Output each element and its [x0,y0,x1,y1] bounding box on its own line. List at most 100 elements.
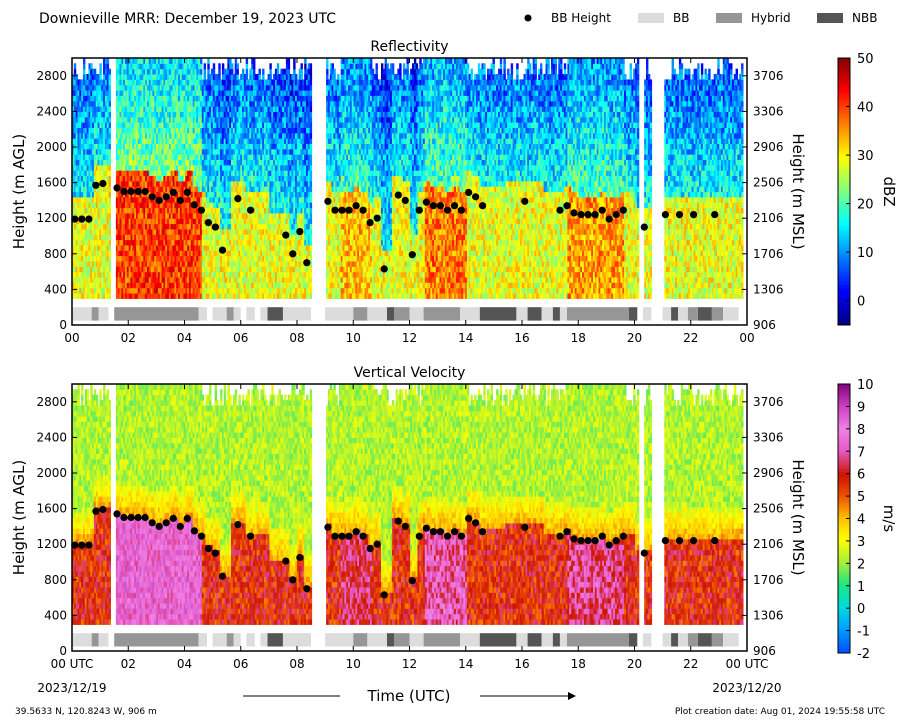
heat-cell [119,228,122,235]
heat-cell [115,164,119,171]
heat-cell [79,90,82,96]
heat-cell [128,212,132,219]
heat-cell [108,68,111,75]
heat-cell [212,63,216,70]
heat-cell [126,244,130,251]
heat-cell [75,95,79,102]
heat-cell [72,84,75,91]
heat-cell [115,74,119,80]
heat-cell [79,234,82,241]
heat-cell [99,186,102,193]
heat-cell [236,68,239,75]
heat-cell [121,239,124,246]
heat-cell [132,159,135,166]
heat-cell [97,122,100,128]
heat-cell [106,266,110,273]
heat-cell [130,223,133,230]
heat-cell [121,148,124,155]
heat-cell [134,287,137,294]
heat-cell [83,234,86,241]
heat-cell [95,255,99,262]
heat-cell [77,191,80,198]
heat-cell [99,175,102,182]
heat-cell [106,132,110,139]
heat-cell [97,287,100,294]
legend-swatch [716,13,742,23]
heat-cell [119,180,122,187]
heat-cell [101,175,104,182]
heat-cell [79,95,82,102]
heat-cell [136,154,139,160]
heat-cell [119,202,122,209]
heat-cell [95,186,99,193]
heat-cell [125,132,128,139]
heat-cell [132,202,135,209]
heat-cell [108,95,111,102]
heat-cell [119,266,122,273]
heat-cell [103,138,106,144]
heat-cell [132,271,135,278]
heat-cell [75,116,79,123]
heat-cell [123,74,126,80]
heat-cell [106,106,110,112]
heat-cell [77,143,80,150]
heat-cell [125,90,128,96]
heat-cell [104,143,108,150]
heat-cell [83,175,86,182]
heat-cell [128,106,132,112]
heat-cell [104,196,108,203]
heat-cell [103,282,106,289]
heat-cell [258,68,261,75]
heat-cell [104,282,108,289]
heat-cell [126,68,130,75]
heat-cell [92,276,95,283]
heat-cell [125,250,128,257]
heat-cell [92,143,95,150]
heat-cell [73,234,77,241]
heat-cell [106,271,110,278]
heat-cell [86,127,89,134]
heat-cell [136,159,139,166]
heat-cell [106,180,110,187]
heat-cell [86,239,89,246]
heat-cell [93,154,97,160]
heat-cell [106,164,110,171]
heat-cell [92,244,95,251]
heat-cell [119,287,122,294]
heat-cell [126,266,130,273]
heat-cell [88,122,91,128]
heat-cell [72,191,75,198]
heat-cell [134,271,137,278]
heat-cell [137,287,141,294]
heat-cell [117,282,121,289]
heat-cell [121,207,124,214]
heat-cell [117,170,121,176]
heat-cell [108,250,111,257]
heat-cell [119,170,122,176]
heat-cell [81,154,84,160]
heat-cell [92,196,95,203]
heat-cell [117,218,121,225]
heat-cell [90,212,93,219]
heat-cell [132,223,135,230]
heat-cell [108,74,111,80]
heat-cell [130,74,133,80]
heat-cell [134,138,137,144]
heat-cell [132,148,135,155]
heat-cell [93,239,97,246]
heat-cell [132,122,135,128]
heat-cell [101,164,104,171]
heat-cell [104,68,108,75]
heat-cell [119,138,122,144]
heat-cell [134,223,137,230]
heat-cell [95,287,99,294]
heat-cell [84,250,88,257]
heat-cell [106,127,110,134]
heat-cell [119,148,122,155]
heat-cell [104,271,108,278]
heat-cell [77,159,80,166]
heat-cell [79,202,82,209]
heat-cell [125,293,128,299]
heat-cell [136,79,139,86]
heat-cell [86,170,89,176]
